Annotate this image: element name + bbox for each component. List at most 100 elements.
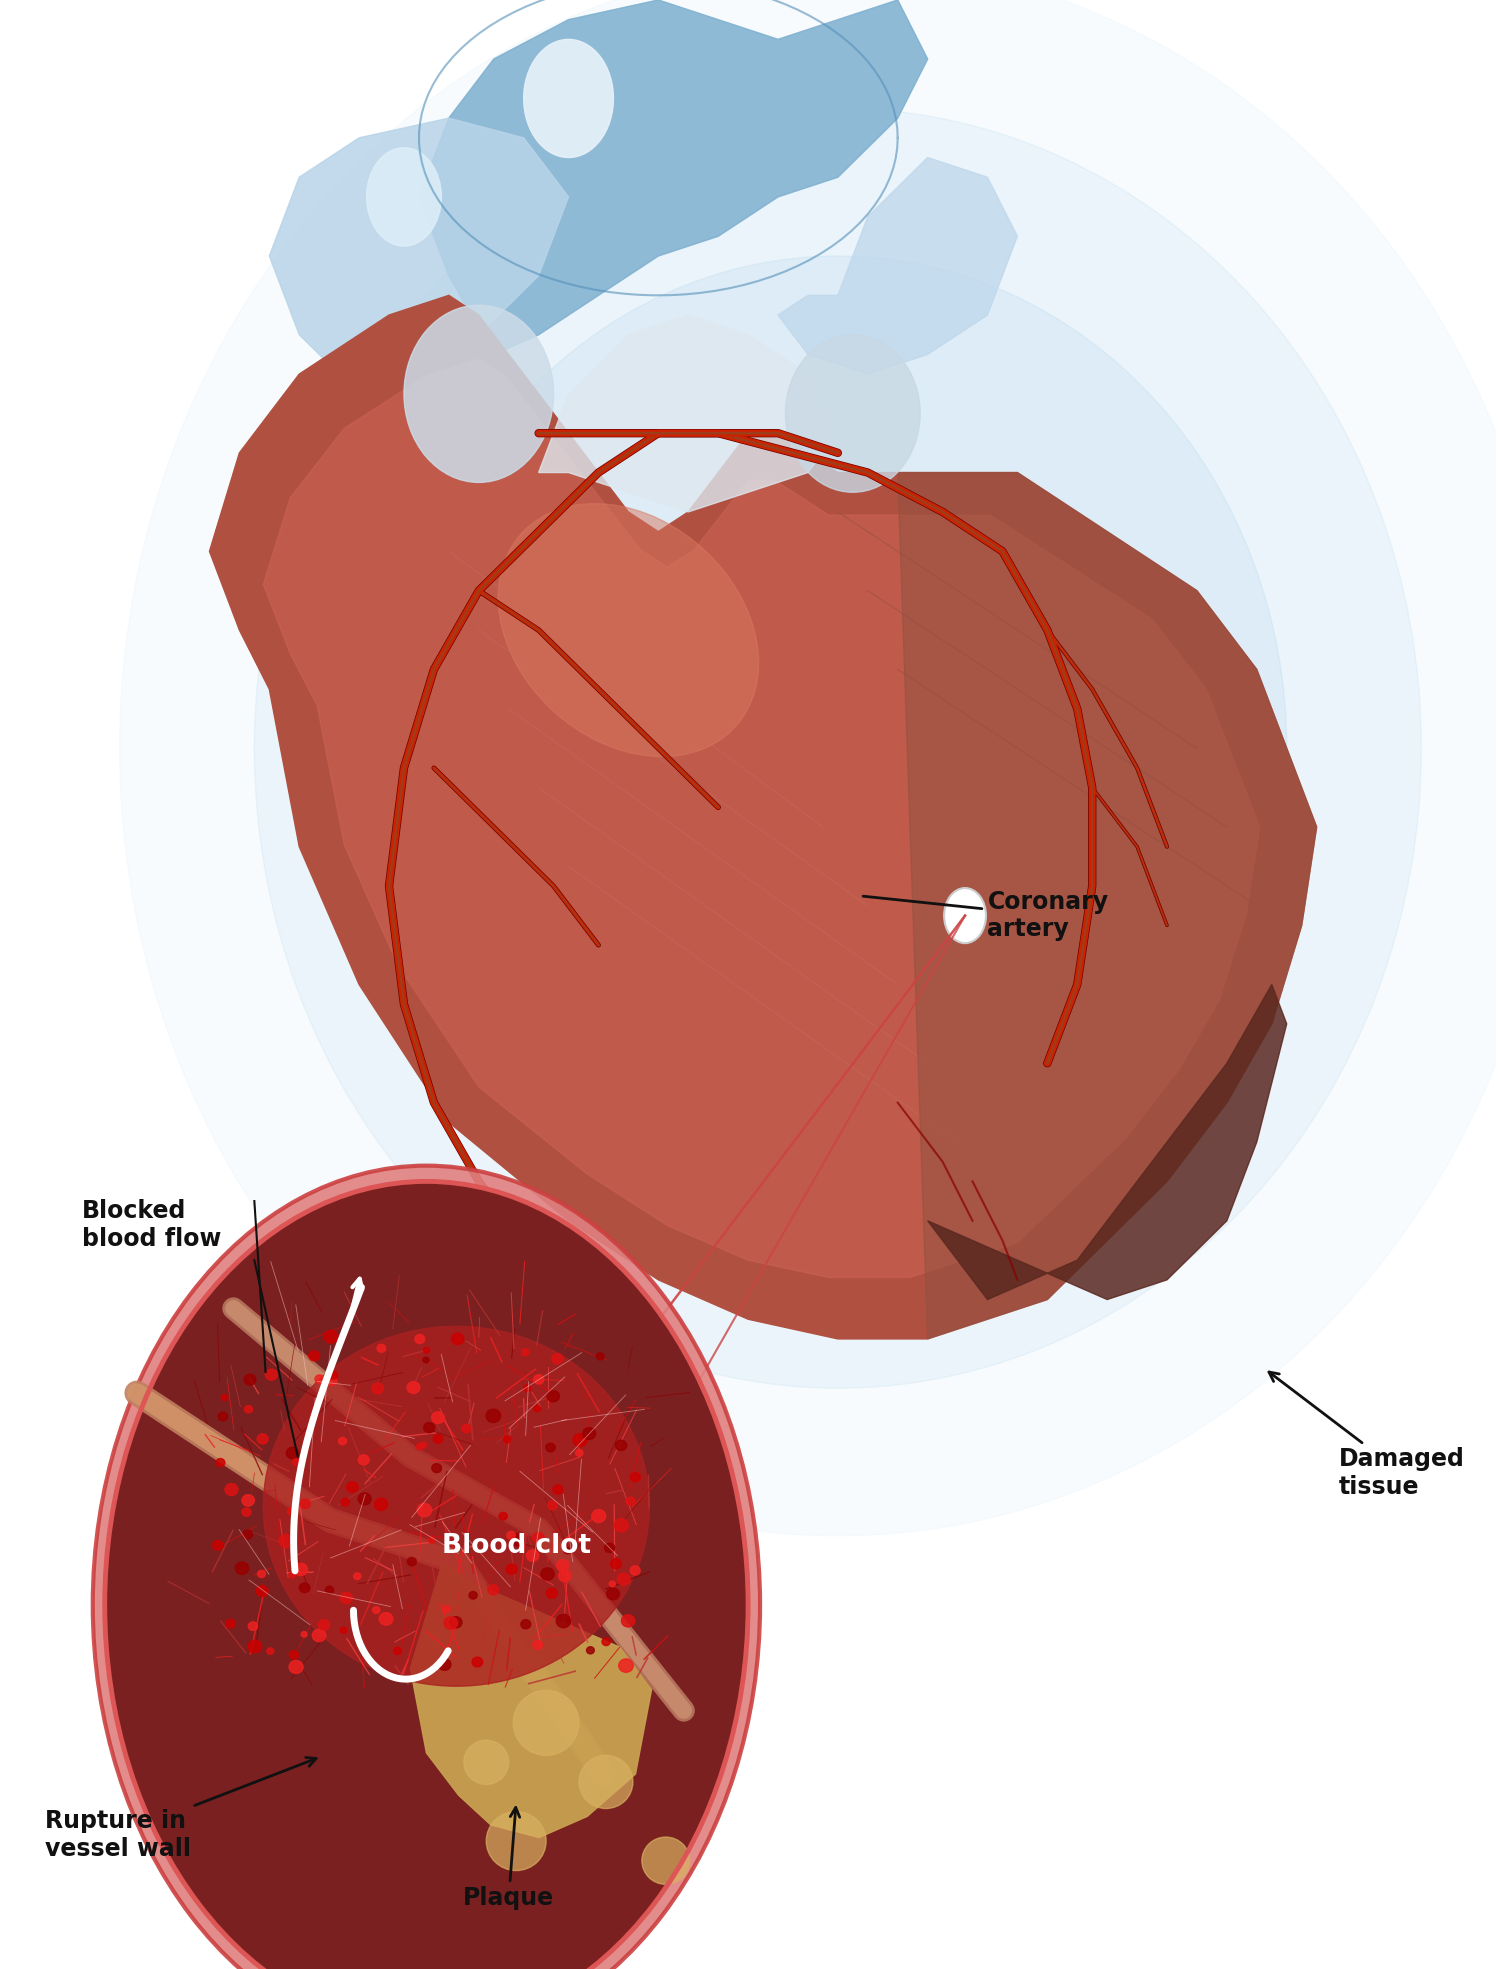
Ellipse shape xyxy=(294,1563,307,1575)
Ellipse shape xyxy=(626,1496,634,1506)
Ellipse shape xyxy=(279,1534,294,1548)
Ellipse shape xyxy=(564,1548,570,1554)
Text: Plaque: Plaque xyxy=(464,1808,555,1910)
Ellipse shape xyxy=(621,1615,634,1626)
Ellipse shape xyxy=(213,1540,223,1550)
Ellipse shape xyxy=(438,1658,452,1670)
Ellipse shape xyxy=(290,1573,296,1577)
Ellipse shape xyxy=(586,1646,594,1654)
Ellipse shape xyxy=(486,1811,546,1871)
Ellipse shape xyxy=(220,1394,228,1400)
Ellipse shape xyxy=(315,1374,324,1384)
Ellipse shape xyxy=(510,1534,524,1546)
Ellipse shape xyxy=(524,39,614,158)
Ellipse shape xyxy=(442,1605,450,1613)
Ellipse shape xyxy=(427,1538,435,1544)
Ellipse shape xyxy=(302,1632,307,1636)
Ellipse shape xyxy=(217,1412,228,1422)
Ellipse shape xyxy=(120,0,1500,1536)
Ellipse shape xyxy=(242,1508,250,1516)
Ellipse shape xyxy=(534,1406,540,1412)
Ellipse shape xyxy=(258,1571,266,1577)
Ellipse shape xyxy=(309,1351,320,1361)
Ellipse shape xyxy=(450,1617,462,1628)
Ellipse shape xyxy=(526,1550,538,1561)
Ellipse shape xyxy=(243,1530,252,1540)
Ellipse shape xyxy=(417,1443,423,1449)
Ellipse shape xyxy=(500,1512,507,1520)
Ellipse shape xyxy=(346,1483,358,1493)
Ellipse shape xyxy=(416,1335,424,1343)
Ellipse shape xyxy=(318,1620,330,1630)
Ellipse shape xyxy=(548,1500,558,1510)
Ellipse shape xyxy=(520,1620,531,1628)
Ellipse shape xyxy=(242,1494,255,1506)
Ellipse shape xyxy=(615,1439,627,1451)
Polygon shape xyxy=(264,358,1260,1278)
Ellipse shape xyxy=(524,1384,531,1392)
Text: Damaged
tissue: Damaged tissue xyxy=(1269,1372,1466,1498)
Ellipse shape xyxy=(597,1353,604,1361)
Ellipse shape xyxy=(532,1640,543,1650)
Ellipse shape xyxy=(786,335,920,492)
Polygon shape xyxy=(538,315,839,512)
Ellipse shape xyxy=(380,1613,393,1624)
Ellipse shape xyxy=(216,1459,225,1467)
Ellipse shape xyxy=(558,1569,572,1581)
Ellipse shape xyxy=(244,1374,256,1384)
Ellipse shape xyxy=(486,1410,501,1422)
Ellipse shape xyxy=(354,1573,362,1579)
Circle shape xyxy=(944,888,986,943)
Polygon shape xyxy=(210,295,1317,1339)
Ellipse shape xyxy=(300,1583,310,1593)
Ellipse shape xyxy=(256,1433,268,1443)
Ellipse shape xyxy=(507,1532,516,1540)
Ellipse shape xyxy=(591,1510,606,1522)
Ellipse shape xyxy=(327,1376,338,1386)
Ellipse shape xyxy=(472,1658,483,1668)
Ellipse shape xyxy=(375,1498,388,1510)
Polygon shape xyxy=(897,473,1317,1339)
Ellipse shape xyxy=(464,1741,509,1784)
Ellipse shape xyxy=(462,1424,471,1433)
Polygon shape xyxy=(419,0,927,354)
Ellipse shape xyxy=(470,1591,477,1599)
Ellipse shape xyxy=(576,1449,584,1457)
Ellipse shape xyxy=(312,1628,326,1642)
Ellipse shape xyxy=(546,1589,558,1599)
Ellipse shape xyxy=(406,1382,420,1394)
Ellipse shape xyxy=(236,1561,249,1575)
Ellipse shape xyxy=(614,1518,628,1532)
Ellipse shape xyxy=(225,1619,236,1628)
Polygon shape xyxy=(419,0,927,354)
Ellipse shape xyxy=(288,1506,296,1514)
Ellipse shape xyxy=(372,1607,380,1613)
Ellipse shape xyxy=(292,1459,300,1465)
Text: Rupture in
vessel wall: Rupture in vessel wall xyxy=(45,1758,316,1861)
Ellipse shape xyxy=(358,1455,369,1465)
Ellipse shape xyxy=(554,1485,562,1494)
Ellipse shape xyxy=(358,1493,370,1504)
Ellipse shape xyxy=(340,1626,346,1634)
Ellipse shape xyxy=(264,1327,650,1685)
Ellipse shape xyxy=(290,1660,303,1674)
Text: Coronary
artery: Coronary artery xyxy=(862,890,1108,941)
Ellipse shape xyxy=(286,1447,298,1459)
Ellipse shape xyxy=(556,1615,570,1628)
Ellipse shape xyxy=(300,1498,310,1508)
Ellipse shape xyxy=(248,1640,261,1652)
Ellipse shape xyxy=(267,1648,274,1654)
Ellipse shape xyxy=(610,1559,621,1569)
Ellipse shape xyxy=(488,1585,500,1595)
Ellipse shape xyxy=(432,1463,441,1473)
Text: Blood clot: Blood clot xyxy=(441,1532,591,1559)
Ellipse shape xyxy=(630,1565,640,1575)
Ellipse shape xyxy=(408,1557,417,1565)
Ellipse shape xyxy=(579,1756,633,1808)
Ellipse shape xyxy=(393,1648,402,1654)
Ellipse shape xyxy=(423,1347,429,1353)
Ellipse shape xyxy=(506,1563,518,1575)
Ellipse shape xyxy=(642,1837,690,1884)
Ellipse shape xyxy=(372,1382,384,1394)
Ellipse shape xyxy=(444,1617,458,1628)
